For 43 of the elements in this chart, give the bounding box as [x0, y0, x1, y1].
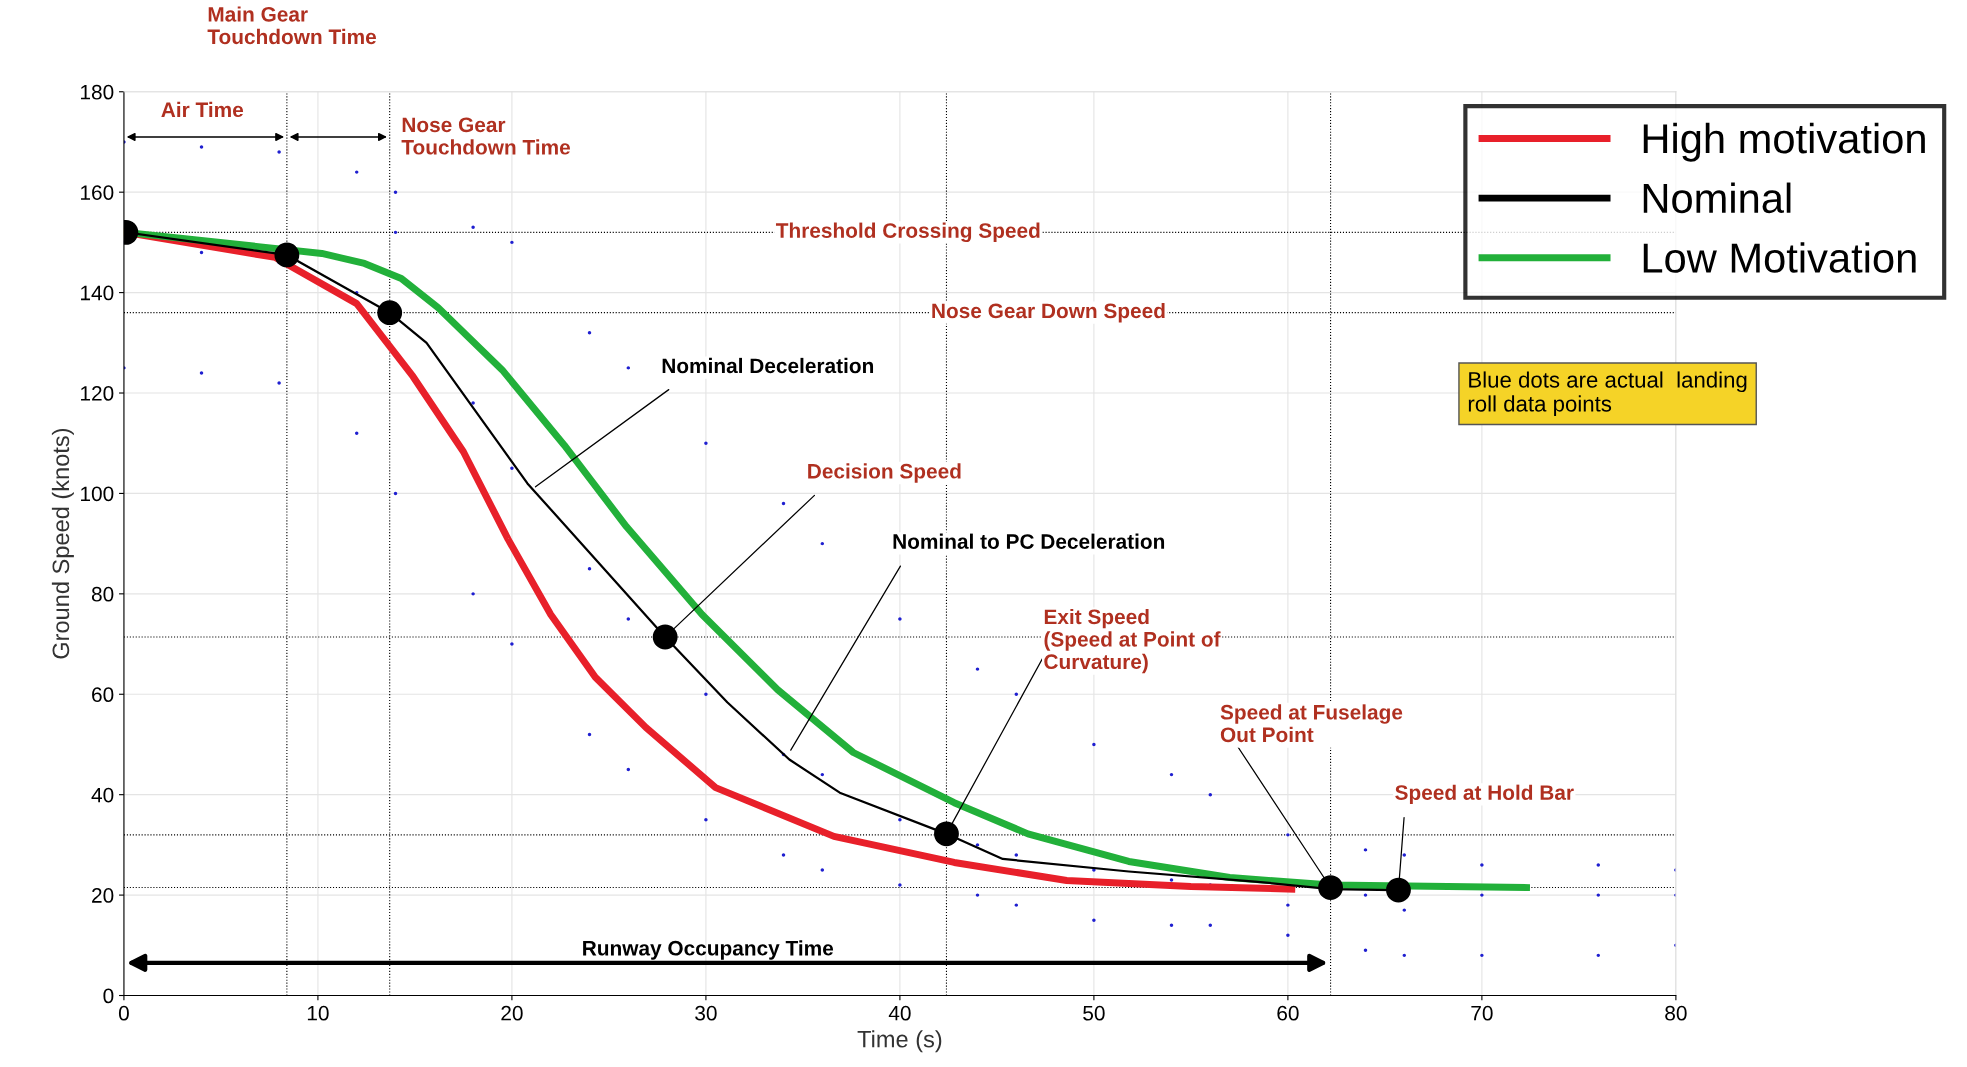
legend-label: Low Motivation — [1643, 242, 1916, 273]
y-tick-label: 80 — [91, 586, 114, 602]
x-tick-label: 50 — [1083, 1005, 1105, 1021]
x-axis-title: Time (s) — [857, 1030, 942, 1053]
annotation: Air Time — [161, 101, 244, 118]
annotation: Exit Speed (Speed at Point of Curvature) — [1044, 608, 1221, 674]
point — [377, 300, 403, 326]
point — [652, 624, 678, 650]
annotation: Runway Occupancy Time — [583, 940, 834, 960]
y-tick-label: 0 — [103, 988, 114, 1004]
point — [274, 242, 300, 268]
x-tick-label: 30 — [695, 1005, 717, 1021]
legend-label: Nominal — [1643, 182, 1791, 214]
y-tick-label: 40 — [91, 787, 114, 803]
annotation: Nominal to PC Deceleration — [893, 533, 1165, 549]
annotation: Decision Speed — [808, 463, 961, 483]
point — [934, 821, 959, 847]
point — [1386, 877, 1411, 903]
x-tick-label: 10 — [307, 1005, 329, 1021]
y-tick-label: 120 — [81, 386, 114, 401]
x-tick-label: 80 — [1665, 1005, 1687, 1021]
annotation: Nose Gear Touchdown Time — [401, 117, 571, 155]
ref-line-label: Nose Gear Down Speed — [932, 302, 1165, 323]
annotation: Speed at Fuselage Out Point — [1220, 704, 1403, 743]
x-tick-label: 0 — [118, 1005, 129, 1021]
x-tick-label: 20 — [501, 1005, 523, 1021]
y-tick-label: 140 — [81, 285, 114, 301]
y-tick-label: 160 — [81, 185, 114, 200]
x-tick-label: 60 — [1277, 1005, 1299, 1021]
y-axis-title: Ground Speed (knots) — [51, 428, 74, 659]
annotation: Nominal Deceleration — [662, 357, 874, 374]
x-tick-label: 40 — [888, 1005, 911, 1021]
annotation: Speed at Hold Bar — [1395, 784, 1574, 805]
y-tick-label: 20 — [92, 888, 114, 903]
y-tick-label: 100 — [81, 486, 114, 502]
y-tick-label: 180 — [81, 84, 114, 100]
y-tick-label: 60 — [92, 687, 114, 703]
annotation: Blue dots are actual landing roll data points — [1468, 371, 1747, 417]
point — [1318, 875, 1343, 900]
ref-line-label: Threshold Crossing Speed — [775, 222, 1040, 243]
legend-label: High motivation — [1643, 122, 1925, 162]
text: Main Gear Touchdown Time — [207, 6, 377, 45]
x-tick-label: 70 — [1471, 1005, 1493, 1021]
